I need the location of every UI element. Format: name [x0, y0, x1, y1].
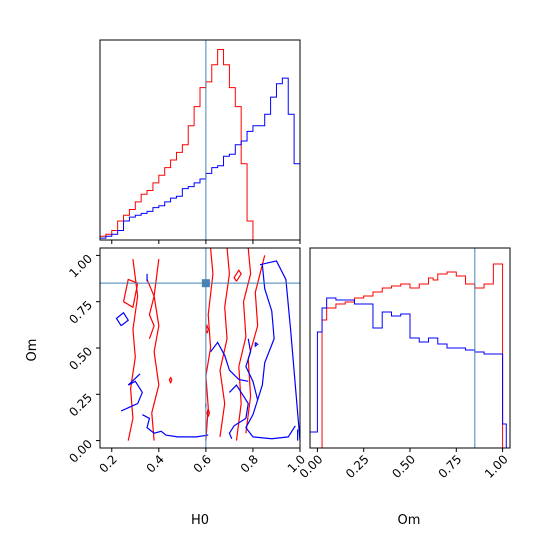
blue-contour-line: [245, 338, 259, 400]
x-tick-label: 0.50: [389, 452, 418, 481]
x-axis-label-h0: H0: [191, 513, 209, 528]
joint-truth-marker: [201, 279, 210, 288]
red-contour-line: [168, 376, 173, 384]
om-marginal-histogram-panel: 0.00 0.25 0.50 0.75 1.00: [297, 247, 511, 481]
y-tick-label: 1.00: [66, 252, 95, 281]
om-histogram-blue-series: [310, 297, 507, 448]
axis-labels: H0 Om Om: [25, 339, 420, 528]
contour-series-group: [115, 248, 300, 441]
h0-histogram-red-series: [100, 49, 259, 240]
x-tick-label: 0.25: [343, 452, 372, 481]
h0-histogram-series-group: [100, 49, 300, 240]
x-tick-label: 0.4: [144, 452, 167, 475]
om-histogram-red-series: [317, 263, 504, 448]
red-contour-line: [235, 248, 252, 441]
x-tick-label: 1.00: [482, 452, 511, 481]
blue-contour-line: [210, 341, 249, 382]
h0-om-contour-panel: 0.2 0.4 0.6 0.8 1.00.000.250.500.751.00: [66, 247, 308, 476]
blue-contour-line: [259, 260, 300, 441]
red-contour-line: [219, 248, 231, 437]
red-contour-line: [206, 407, 211, 417]
red-contour-line: [127, 259, 139, 441]
blue-contour-line: [120, 373, 144, 412]
h0-marginal-histogram-panel: [99, 39, 301, 244]
blue-contour-line: [142, 414, 209, 438]
x-axis-label-om: Om: [398, 513, 421, 528]
blue-contour-line: [245, 264, 296, 440]
y-tick-label: 0.25: [66, 391, 95, 420]
red-contour-line: [245, 255, 266, 434]
x-tick-label: 0.75: [436, 452, 465, 481]
red-contour-line: [146, 279, 155, 339]
y-tick-label: 0.75: [66, 298, 95, 327]
red-contour-line: [151, 259, 160, 441]
x-tick-label: 0.6: [191, 452, 214, 475]
red-contour-line: [233, 269, 242, 282]
om-histogram-series-group: [310, 263, 507, 448]
y-tick-label: 0.50: [66, 344, 95, 373]
x-tick-label: 0.2: [96, 452, 119, 475]
blue-contour-line: [228, 384, 249, 439]
blue-contour-line: [254, 341, 259, 348]
om-histogram-frame: [309, 247, 511, 449]
y-axis-label-om: Om: [25, 339, 40, 362]
y-tick-label: 0.00: [66, 437, 95, 466]
blue-contour-line: [115, 311, 130, 327]
h0-histogram-frame: [99, 39, 301, 241]
x-tick-label: 0.8: [238, 452, 261, 475]
h0-histogram-blue-series: [100, 77, 300, 240]
